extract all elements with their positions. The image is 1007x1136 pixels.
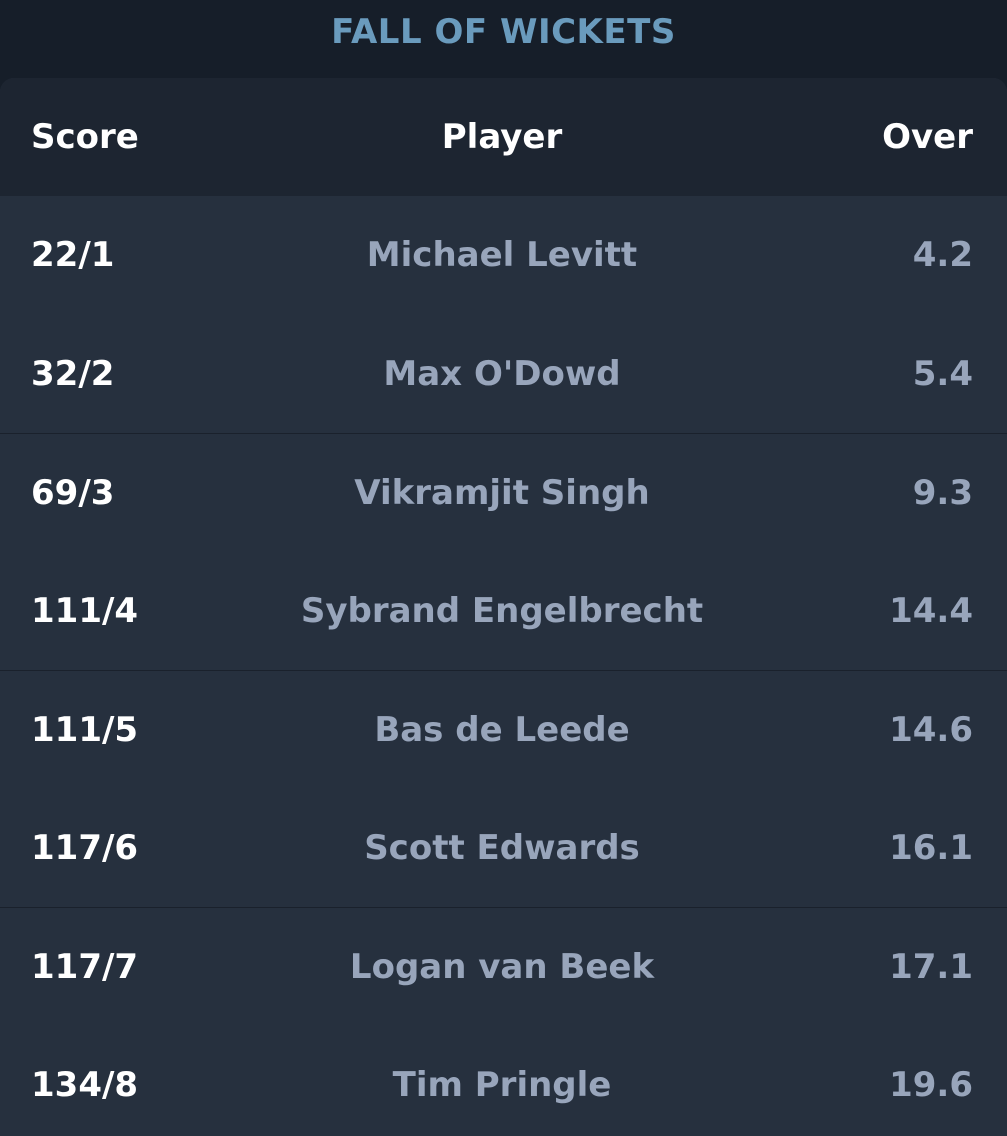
wicket-score: 69/3 [31,471,231,515]
wicket-player[interactable]: Max O'Dowd [231,352,773,396]
wicket-score: 111/4 [31,589,231,633]
section-title: FALL OF WICKETS [331,10,676,54]
table-row: 22/1 Michael Levitt 4.2 [0,196,1007,315]
wicket-score: 134/8 [31,1063,231,1107]
wicket-score: 117/6 [31,826,231,870]
section-header: FALL OF WICKETS [0,0,1007,78]
table-row: 117/6 Scott Edwards 16.1 [0,789,1007,908]
header-over: Over [773,115,973,159]
wicket-player[interactable]: Vikramjit Singh [231,471,773,515]
wicket-score: 32/2 [31,352,231,396]
wicket-over: 16.1 [773,826,973,870]
table-header-row: Score Player Over [0,78,1007,196]
wicket-over: 14.4 [773,589,973,633]
table-row: 111/5 Bas de Leede 14.6 [0,670,1007,789]
wicket-over: 9.3 [773,471,973,515]
wicket-score: 111/5 [31,708,231,752]
fall-of-wickets-table: Score Player Over 22/1 Michael Levitt 4.… [0,78,1007,1136]
wicket-score: 117/7 [31,945,231,989]
table-row: 69/3 Vikramjit Singh 9.3 [0,433,1007,552]
header-score: Score [31,115,231,159]
wicket-over: 5.4 [773,352,973,396]
table-row: 111/4 Sybrand Engelbrecht 14.4 [0,552,1007,671]
header-player: Player [231,115,773,159]
wicket-over: 4.2 [773,233,973,277]
wicket-player[interactable]: Michael Levitt [231,233,773,277]
wicket-player[interactable]: Bas de Leede [231,708,773,752]
table-row: 32/2 Max O'Dowd 5.4 [0,315,1007,434]
wicket-over: 17.1 [773,945,973,989]
wicket-over: 14.6 [773,708,973,752]
wicket-score: 22/1 [31,233,231,277]
table-row: 134/8 Tim Pringle 19.6 [0,1026,1007,1136]
wicket-over: 19.6 [773,1063,973,1107]
wicket-player[interactable]: Scott Edwards [231,826,773,870]
wicket-player[interactable]: Tim Pringle [231,1063,773,1107]
wicket-player[interactable]: Sybrand Engelbrecht [231,589,773,633]
wicket-player[interactable]: Logan van Beek [231,945,773,989]
table-row: 117/7 Logan van Beek 17.1 [0,907,1007,1026]
